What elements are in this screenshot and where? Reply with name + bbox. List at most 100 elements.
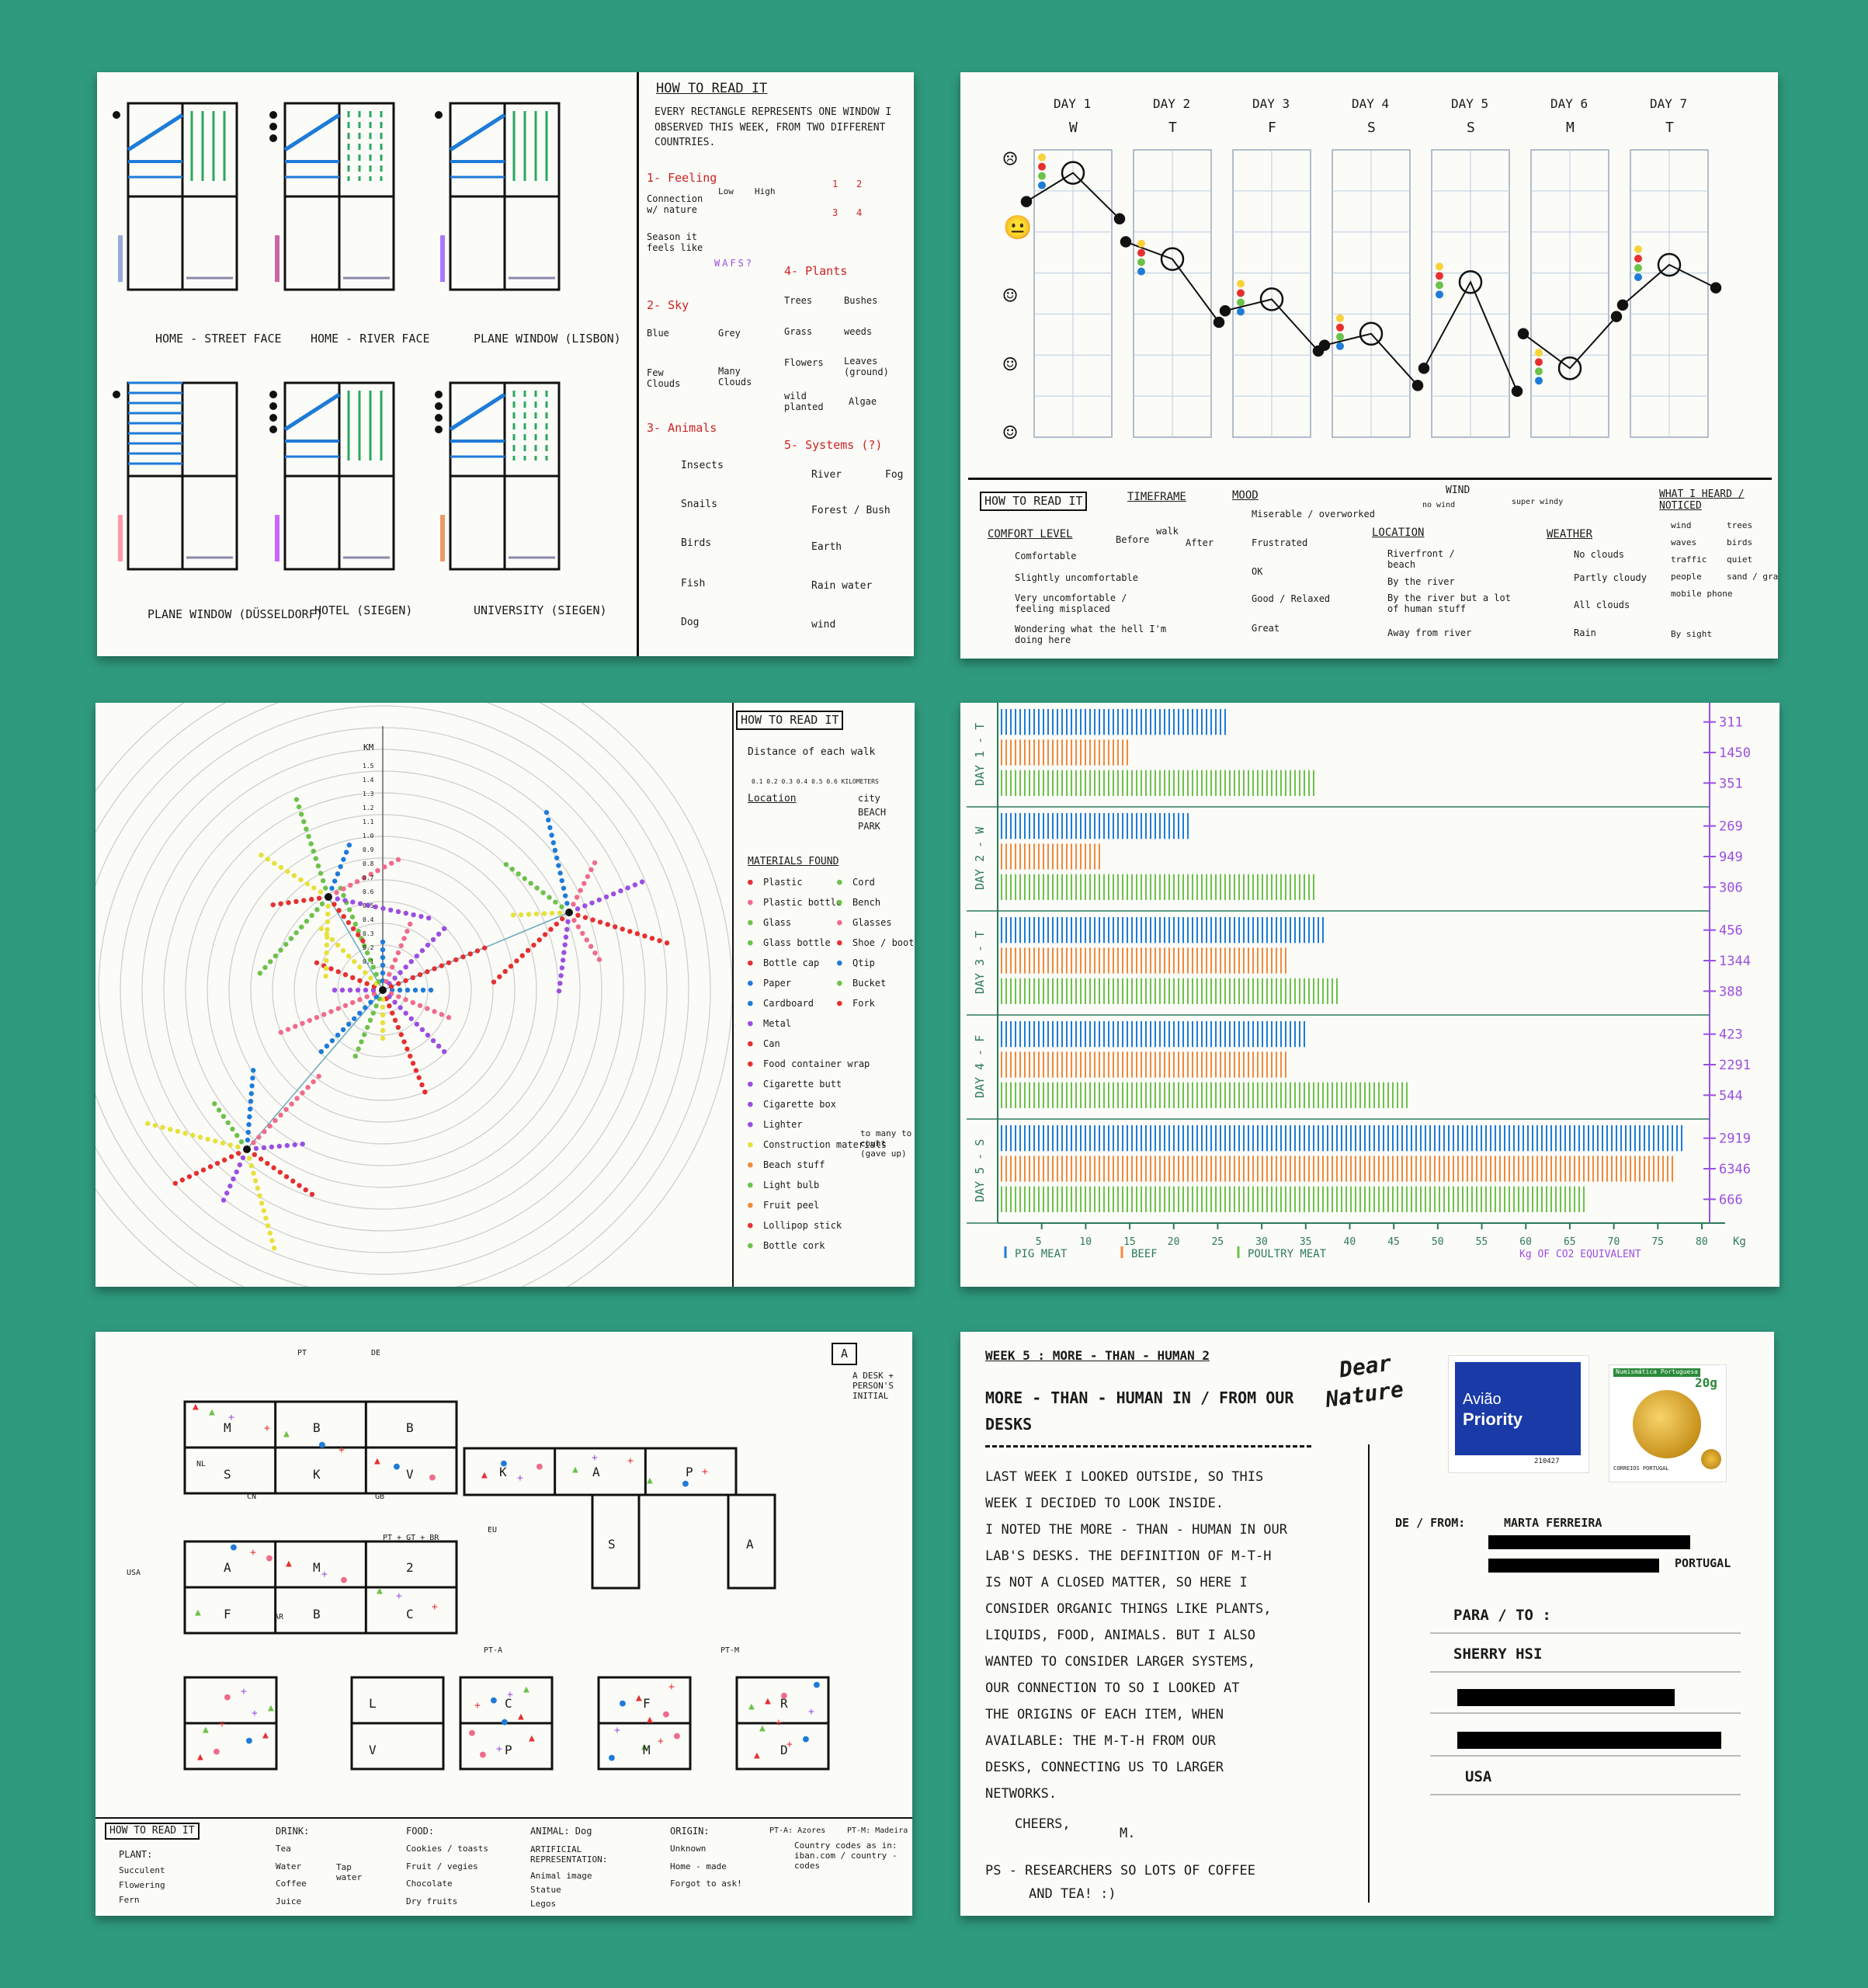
material-dot <box>522 876 527 881</box>
co2-label: 311 <box>1719 715 1743 731</box>
material-dot <box>380 1004 386 1010</box>
legend-drink: DRINK: <box>276 1826 310 1837</box>
material-dot <box>342 971 349 978</box>
legend-system: Rain water <box>811 580 873 592</box>
legend-country: Country codes as in: iban.com / country … <box>794 1840 898 1871</box>
item-marker: ● <box>803 1733 809 1745</box>
material-dot <box>419 1082 425 1088</box>
item-marker: ● <box>394 1461 400 1472</box>
material-item: Cardboard <box>763 998 814 1009</box>
desk-initial: F <box>224 1607 231 1621</box>
material-dot <box>368 999 373 1005</box>
legend-location: Location <box>748 793 797 805</box>
postcard-body-line: WEEK I DECIDED TO LOOK INSIDE. <box>985 1496 1224 1511</box>
item-marker: ▲ <box>647 1475 653 1486</box>
material-dot <box>329 1037 335 1044</box>
material-dot <box>216 1107 222 1113</box>
material-dot <box>285 1027 291 1032</box>
legend-weather-item: No clouds <box>1574 549 1625 560</box>
item-marker: + <box>658 1736 664 1747</box>
mood-point <box>1259 287 1284 311</box>
heard-dot <box>1038 172 1046 180</box>
legend-connection: Connection w/ nature <box>647 193 703 215</box>
material-marker: ● <box>748 1018 753 1028</box>
item-marker: ● <box>781 1690 787 1701</box>
x-tick-label: 20 <box>1168 1236 1180 1248</box>
co2-label: 666 <box>1719 1192 1743 1208</box>
material-dot <box>324 950 329 956</box>
material-dot <box>249 1083 255 1089</box>
material-dot <box>323 965 329 971</box>
material-dot <box>364 1024 370 1030</box>
material-dot <box>519 953 525 958</box>
material-dot <box>334 890 339 895</box>
heard-dot <box>1336 332 1344 341</box>
material-dot <box>329 885 335 891</box>
material-dot <box>597 919 603 925</box>
material-dot <box>398 1005 403 1010</box>
material-dot <box>408 921 413 927</box>
material-dot <box>293 898 299 905</box>
postcard-body-line: CONSIDER ORGANIC THINGS LIKE PLANTS, <box>985 1601 1272 1617</box>
material-dot <box>300 1090 305 1096</box>
material-dot <box>352 1016 357 1021</box>
material-dot <box>559 904 564 909</box>
material-dot <box>270 902 276 908</box>
material-dot <box>246 1121 252 1128</box>
material-marker: ● <box>748 1159 753 1170</box>
material-dot <box>357 901 363 906</box>
legend-label: POULTRY MEAT <box>1248 1248 1327 1260</box>
material-dot <box>589 900 595 905</box>
material-dot <box>642 933 648 939</box>
heard-dot <box>1634 264 1642 272</box>
material-dot <box>392 999 398 1005</box>
material-dot <box>356 1046 361 1051</box>
material-dot <box>603 894 609 900</box>
desk-initial: M <box>224 1420 231 1435</box>
item-marker: + <box>627 1455 634 1467</box>
material-dot <box>414 1021 420 1027</box>
item-marker: + <box>432 1601 438 1613</box>
desk-initial: K <box>313 1467 321 1482</box>
axis-tick: 0.4 <box>363 916 374 923</box>
item-marker: ▲ <box>748 1701 755 1712</box>
material-dot <box>639 879 645 885</box>
stamp2-value: 20g <box>1695 1375 1717 1390</box>
material-item: Cigarette butt <box>763 1079 842 1090</box>
item-marker: + <box>474 1700 481 1712</box>
material-dot <box>508 963 514 969</box>
material-dot <box>341 892 346 898</box>
desk-initial: K <box>499 1465 507 1479</box>
material-dot <box>345 1021 352 1027</box>
item-marker: ▲ <box>209 1406 215 1418</box>
desk-initial: F <box>643 1696 651 1711</box>
material-dot <box>411 912 416 918</box>
legend-animal: Fish <box>681 578 706 589</box>
heard-dot <box>1038 181 1046 189</box>
material-dot <box>430 1037 436 1044</box>
legend-animals: 3- Animals <box>647 421 717 435</box>
mood-point <box>1219 304 1231 317</box>
material-dot <box>356 932 361 937</box>
material-dot <box>417 1003 423 1009</box>
material-item: Metal <box>763 1018 792 1029</box>
card-windows: HOME - STREET FACE HOME - RIVER FACE PLA… <box>97 72 914 656</box>
material-dot <box>335 969 341 975</box>
day-number: DAY 2 <box>1153 96 1191 111</box>
material-dot <box>304 881 311 887</box>
material-dot <box>571 917 577 923</box>
desk-initial: V <box>369 1743 377 1757</box>
mood-point <box>1610 311 1623 322</box>
country-code: NL <box>196 1460 207 1468</box>
material-dot <box>313 856 319 861</box>
item-marker: ▲ <box>377 1585 383 1597</box>
material-dot <box>345 919 352 926</box>
material-dot <box>338 864 343 870</box>
item-marker: ▲ <box>572 1464 578 1475</box>
material-dot <box>316 895 322 901</box>
material-dot <box>213 1138 218 1144</box>
material-dot <box>413 1068 419 1073</box>
material-dot <box>375 867 380 874</box>
material-dot <box>318 1048 325 1055</box>
material-dot <box>248 1091 254 1097</box>
